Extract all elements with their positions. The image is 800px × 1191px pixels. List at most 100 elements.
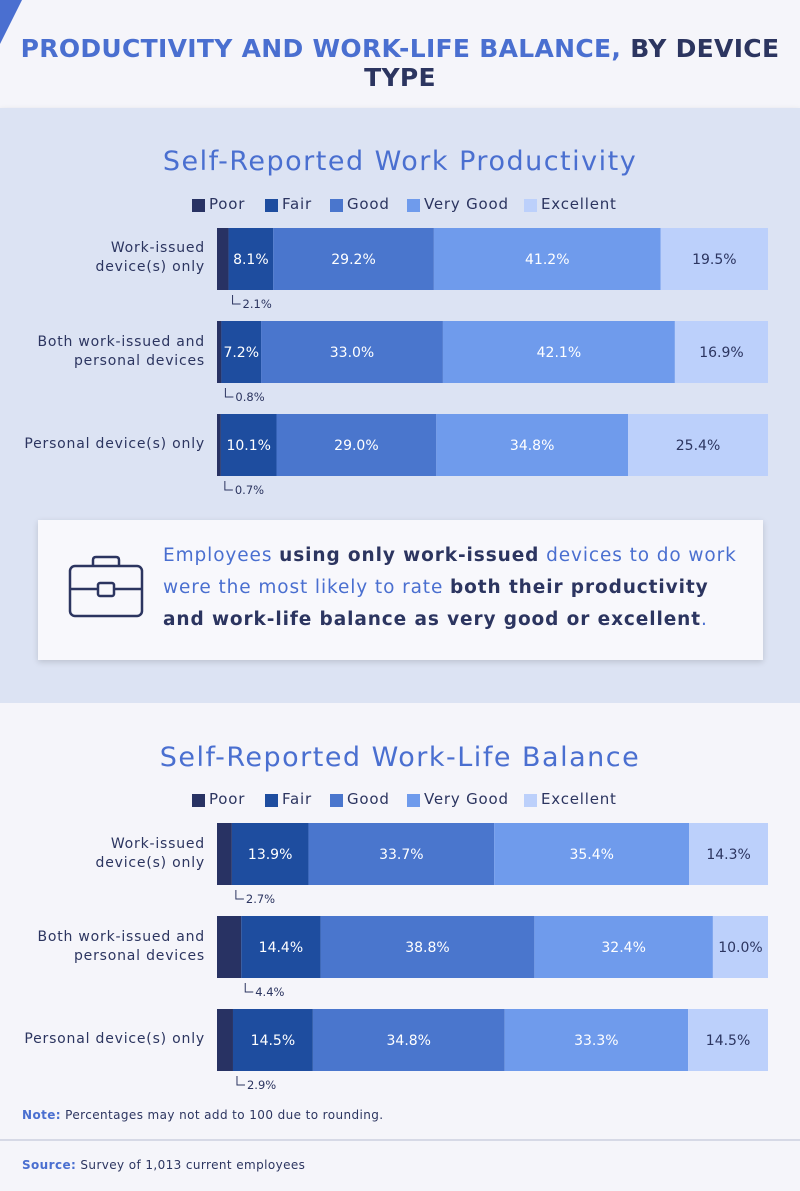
note: Note: Percentages may not add to 100 due… <box>22 1108 383 1122</box>
segment-value-label: 42.1% <box>537 345 581 361</box>
legend-swatch <box>407 794 420 807</box>
poor-value-label: 0.8% <box>235 390 264 404</box>
bar-segment-very-good <box>436 414 629 476</box>
callout-text-part: devices to do work were the most likely … <box>163 545 737 598</box>
row-label-line: Work-issued <box>110 240 205 256</box>
row-label-both: Both work-issued and personal devices <box>0 928 205 966</box>
row-label-line: personal devices <box>74 948 205 964</box>
legend-label: Very Good <box>424 195 509 213</box>
legend-swatch <box>192 794 205 807</box>
bar-segment-excellent <box>689 823 768 885</box>
bar-segment-excellent <box>688 1009 768 1071</box>
legend-swatch <box>524 794 537 807</box>
page-title: PRODUCTIVITY AND WORK-LIFE BALANCE, BY D… <box>0 34 800 92</box>
poor-value-label: 4.4% <box>255 985 284 999</box>
poor-value-label: 2.1% <box>243 297 272 311</box>
bar-segment-poor <box>217 1009 233 1071</box>
row-label-line: Personal device(s) only <box>24 436 205 452</box>
briefcase-icon <box>68 555 144 618</box>
bar-segment-excellent <box>674 321 768 383</box>
poor-leader-line <box>236 1076 245 1086</box>
note-label: Note: <box>22 1108 61 1122</box>
segment-value-label: 29.2% <box>331 252 375 268</box>
segment-value-label: 29.0% <box>334 438 378 454</box>
legend-swatch <box>265 199 278 212</box>
bar-segment-good <box>308 823 495 885</box>
legend-label: Fair <box>282 195 312 213</box>
bar-segment-good <box>273 228 434 290</box>
row-label-line: device(s) only <box>95 855 205 871</box>
segment-value-label: 33.3% <box>574 1033 618 1049</box>
legend-label: Poor <box>209 790 246 808</box>
bar-segment-poor <box>217 321 222 383</box>
segment-value-label: 34.8% <box>510 438 554 454</box>
corner-accent <box>0 0 22 44</box>
segment-value-label: 8.1% <box>233 252 269 268</box>
bar-segment-very-good <box>494 823 690 885</box>
segment-value-label: 41.2% <box>525 252 569 268</box>
callout-text-part: Employees <box>163 545 280 566</box>
bar-segment-fair <box>220 414 277 476</box>
callout-text-bold: both their productivity and work-life ba… <box>163 577 709 630</box>
segment-value-label: 13.9% <box>248 847 292 863</box>
legend-balance: Poor Fair Good Very Good Excellent <box>0 790 800 810</box>
segment-value-label: 14.4% <box>259 940 303 956</box>
segment-value-label: 10.0% <box>718 940 762 956</box>
bar-segment-fair <box>228 228 274 290</box>
callout-text-bold: using only work-issued <box>279 545 540 566</box>
poor-leader-line <box>244 983 254 993</box>
bar-segment-poor <box>217 823 232 885</box>
title-part-2: BY DEVICE TYPE <box>364 34 780 92</box>
poor-leader-line <box>232 295 241 305</box>
source: Source: Survey of 1,013 current employee… <box>22 1158 305 1172</box>
bar-segment-very-good <box>534 916 713 978</box>
bar-segment-fair <box>231 823 309 885</box>
segment-value-label: 34.8% <box>387 1033 431 1049</box>
poor-value-label: 0.7% <box>235 483 264 497</box>
segment-value-label: 14.5% <box>251 1033 295 1049</box>
segment-value-label: 10.1% <box>226 438 270 454</box>
row-label-line: Both work-issued and <box>37 929 205 945</box>
legend-label: Very Good <box>424 790 509 808</box>
legend-swatch <box>192 199 205 212</box>
segment-value-label: 16.9% <box>699 345 743 361</box>
bar-segment-good <box>312 1009 505 1071</box>
legend-label: Poor <box>209 195 246 213</box>
poor-value-label: 2.7% <box>246 892 275 906</box>
row-label-line: personal devices <box>74 353 205 369</box>
row-label-line: device(s) only <box>95 259 205 275</box>
legend-swatch <box>524 199 537 212</box>
bar-segment-excellent <box>660 228 768 290</box>
bar-segment-good <box>261 321 443 383</box>
chart-title-productivity: Self-Reported Work Productivity <box>162 146 638 177</box>
bar-segment-good <box>276 414 437 476</box>
callout-text-part: . <box>700 609 708 630</box>
bar-segment-fair <box>221 321 262 383</box>
row-label-line: Work-issued <box>110 836 205 852</box>
legend-label: Good <box>347 790 390 808</box>
row-label-line: Personal device(s) only <box>24 1031 205 1047</box>
bar-segment-fair <box>232 1009 313 1071</box>
row-label-personal: Personal device(s) only <box>0 1030 205 1049</box>
poor-value-label: 2.9% <box>247 1078 276 1092</box>
bar-segment-very-good <box>433 228 661 290</box>
legend-label: Excellent <box>541 195 617 213</box>
source-text: Survey of 1,013 current employees <box>76 1158 306 1172</box>
note-text: Percentages may not add to 100 due to ro… <box>60 1108 384 1122</box>
footer <box>0 1139 800 1191</box>
segment-value-label: 25.4% <box>676 438 720 454</box>
segment-value-label: 14.3% <box>706 847 750 863</box>
bar-segment-poor <box>217 228 229 290</box>
bar-segment-very-good <box>442 321 675 383</box>
title-part-1: PRODUCTIVITY AND WORK-LIFE BALANCE, <box>20 34 622 63</box>
legend-swatch <box>407 199 420 212</box>
legend-swatch <box>330 199 343 212</box>
bar-segment-excellent <box>712 916 768 978</box>
chart-title-balance: Self-Reported Work-Life Balance <box>159 742 641 773</box>
row-label-work-issued: Work-issued device(s) only <box>0 239 205 277</box>
segment-value-label: 38.8% <box>405 940 449 956</box>
segment-value-label: 35.4% <box>569 847 613 863</box>
callout-box: Employees using only work-issued devices… <box>38 520 763 660</box>
row-label-personal: Personal device(s) only <box>0 435 205 454</box>
